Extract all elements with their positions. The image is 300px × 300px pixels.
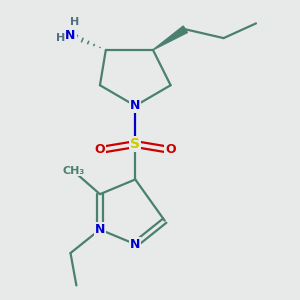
- Text: N: N: [130, 238, 140, 251]
- Text: S: S: [130, 137, 140, 151]
- Text: H: H: [70, 17, 80, 27]
- Text: O: O: [94, 143, 105, 157]
- Text: CH₃: CH₃: [62, 166, 85, 176]
- Polygon shape: [153, 26, 188, 50]
- Text: N: N: [130, 99, 140, 112]
- Text: O: O: [165, 143, 176, 157]
- Text: N: N: [95, 223, 105, 236]
- Text: N: N: [65, 29, 76, 42]
- Text: H: H: [56, 33, 65, 43]
